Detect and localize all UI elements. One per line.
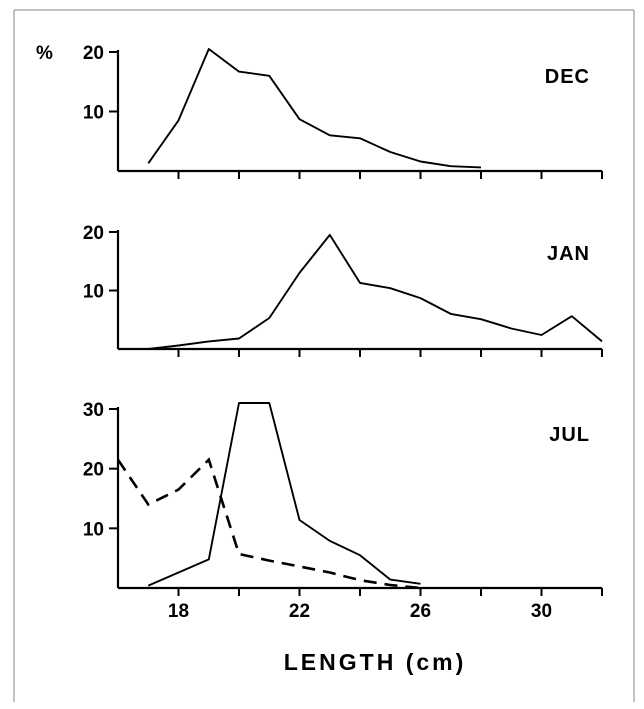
series-line-solid	[147, 402, 421, 587]
x-tick-label: 22	[289, 601, 310, 622]
y-tick-label: 10	[83, 282, 104, 303]
y-tick-label: 30	[83, 400, 104, 421]
y-tick-label: 20	[83, 223, 104, 244]
panels-group: 10 20% DEC 10 20 JAN 10 20 30 JUL	[36, 43, 603, 596]
panel-jul: 10 20 30 JUL	[83, 400, 603, 596]
x-axis-title: LENGTH (cm)	[284, 649, 467, 675]
y-tick-label: 10	[83, 519, 104, 540]
y-tick-label: 20	[83, 43, 104, 64]
panel-label: JUL	[549, 424, 590, 446]
panel-label: DEC	[545, 66, 590, 88]
x-tick-label: 30	[531, 601, 552, 622]
y-unit-label: %	[36, 43, 53, 64]
panel-jan: 10 20 JAN	[83, 223, 603, 357]
y-tick-label: 10	[83, 103, 104, 124]
x-tick-labels: 18 22 26 30	[168, 601, 552, 622]
y-tick-label: 20	[83, 460, 104, 481]
x-tick-label: 26	[410, 601, 431, 622]
x-tick-label: 18	[168, 601, 189, 622]
series-line-solid	[147, 48, 482, 169]
series-line-solid	[148, 233, 603, 350]
series-line-dashed	[116, 457, 421, 590]
panel-dec: 10 20% DEC	[36, 43, 603, 179]
panel-label: JAN	[547, 243, 590, 265]
